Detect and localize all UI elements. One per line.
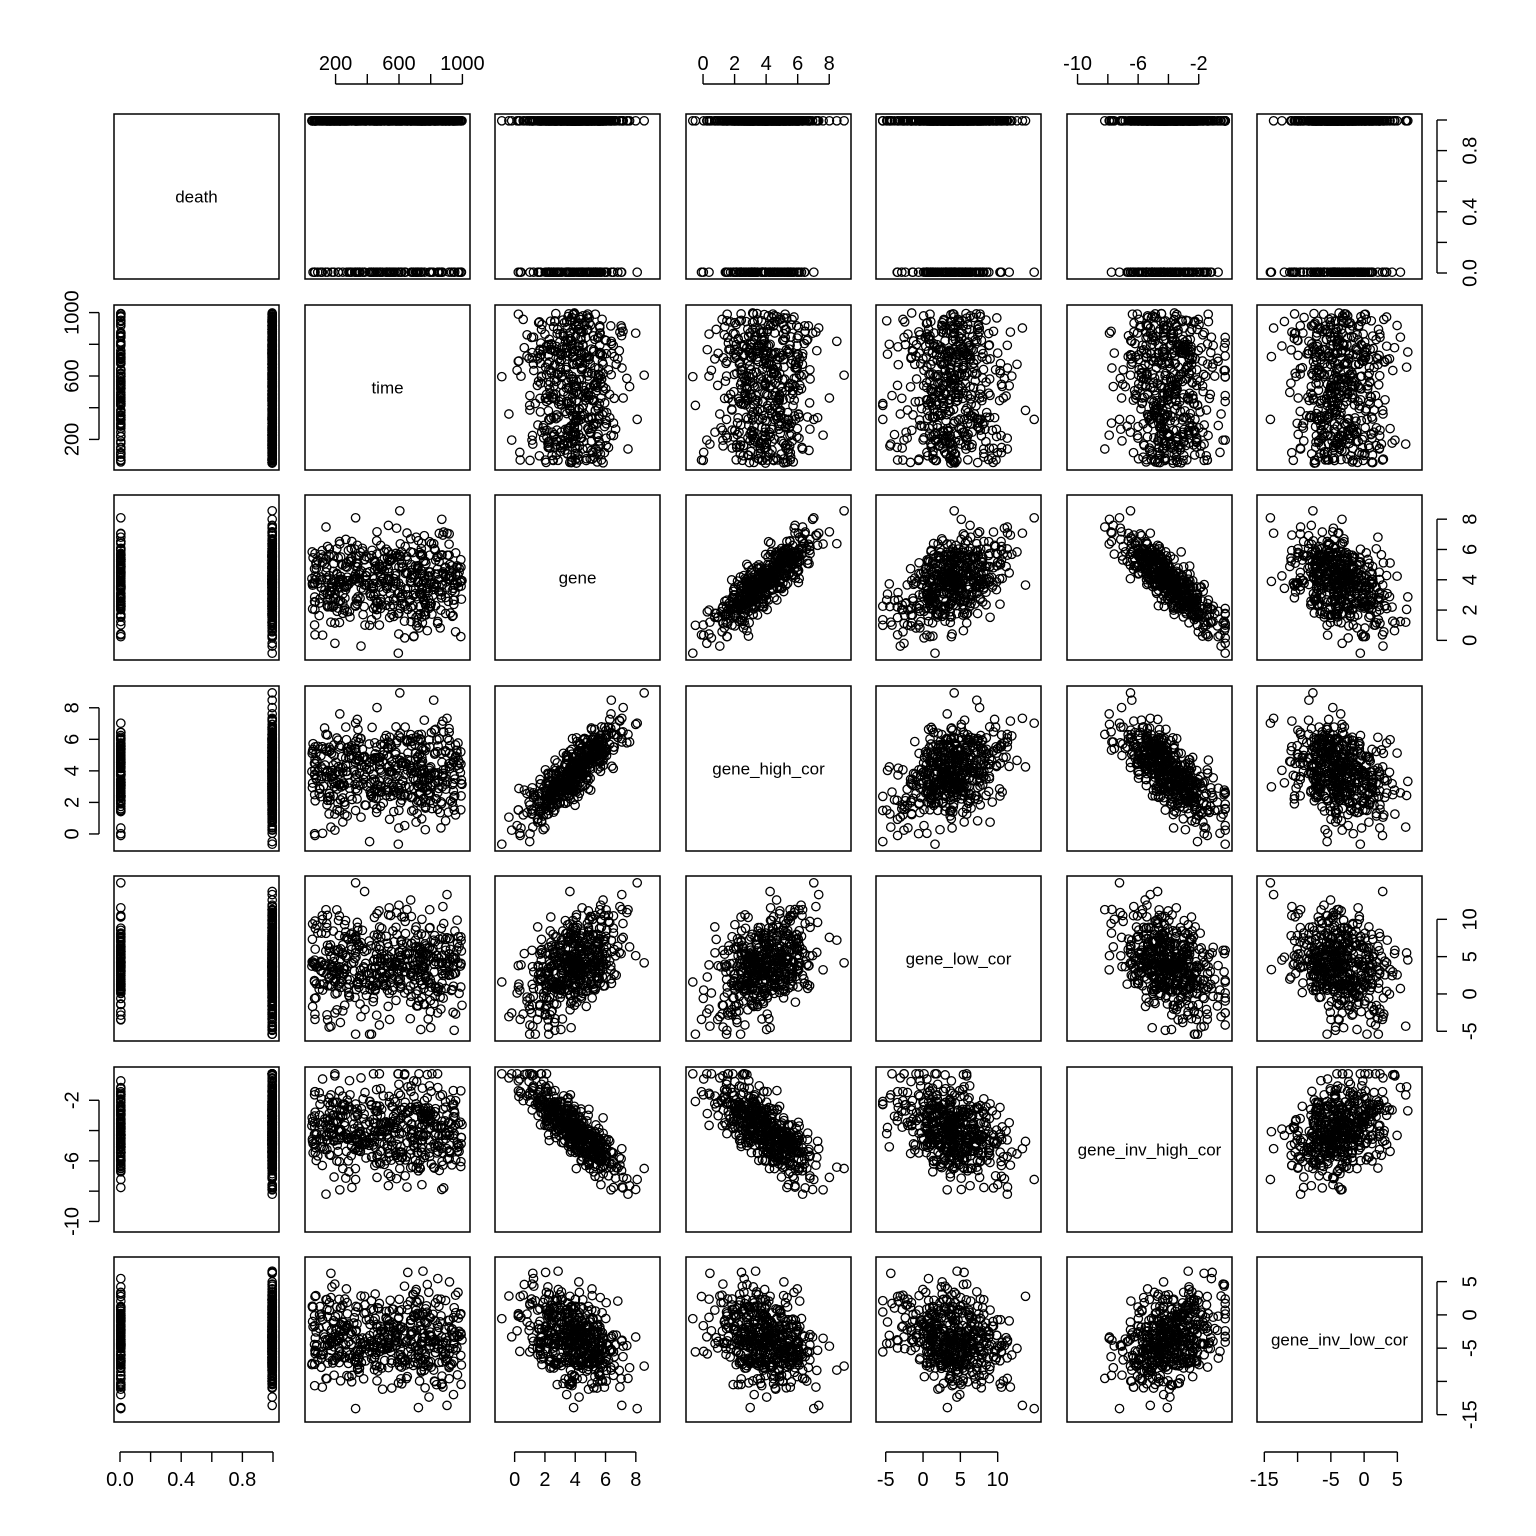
panel-frame (686, 114, 851, 279)
panel-death-vs-time (305, 114, 470, 279)
panel-death-vs-gene (495, 114, 660, 279)
data-point (1030, 268, 1038, 276)
diagonal-label-death: death (175, 188, 218, 207)
panel-frame (1067, 114, 1232, 279)
panel-death-vs-death: death (114, 114, 279, 279)
data-point (1107, 268, 1115, 276)
panel-death-vs-gene_inv_high_cor (1067, 114, 1232, 279)
panel-frame (495, 114, 660, 279)
panel-death-vs-gene_high_cor (686, 114, 851, 279)
panel-frame (305, 114, 470, 279)
data-point (640, 117, 648, 125)
panel-death-vs-gene_low_cor (876, 114, 1041, 279)
data-point (1005, 268, 1013, 276)
data-point (810, 268, 818, 276)
data-point (633, 268, 641, 276)
panel-frame (876, 114, 1041, 279)
